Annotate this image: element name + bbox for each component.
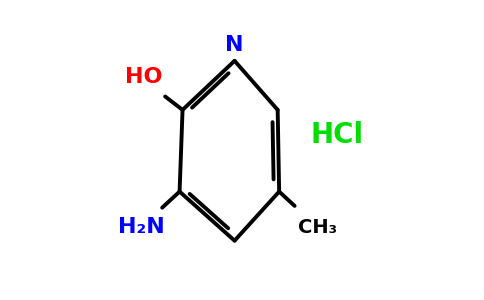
Text: N: N (226, 35, 244, 55)
Text: CH₃: CH₃ (298, 218, 337, 237)
Text: H₂N: H₂N (118, 217, 165, 237)
Text: HCl: HCl (311, 121, 363, 149)
Text: HO: HO (125, 67, 163, 87)
